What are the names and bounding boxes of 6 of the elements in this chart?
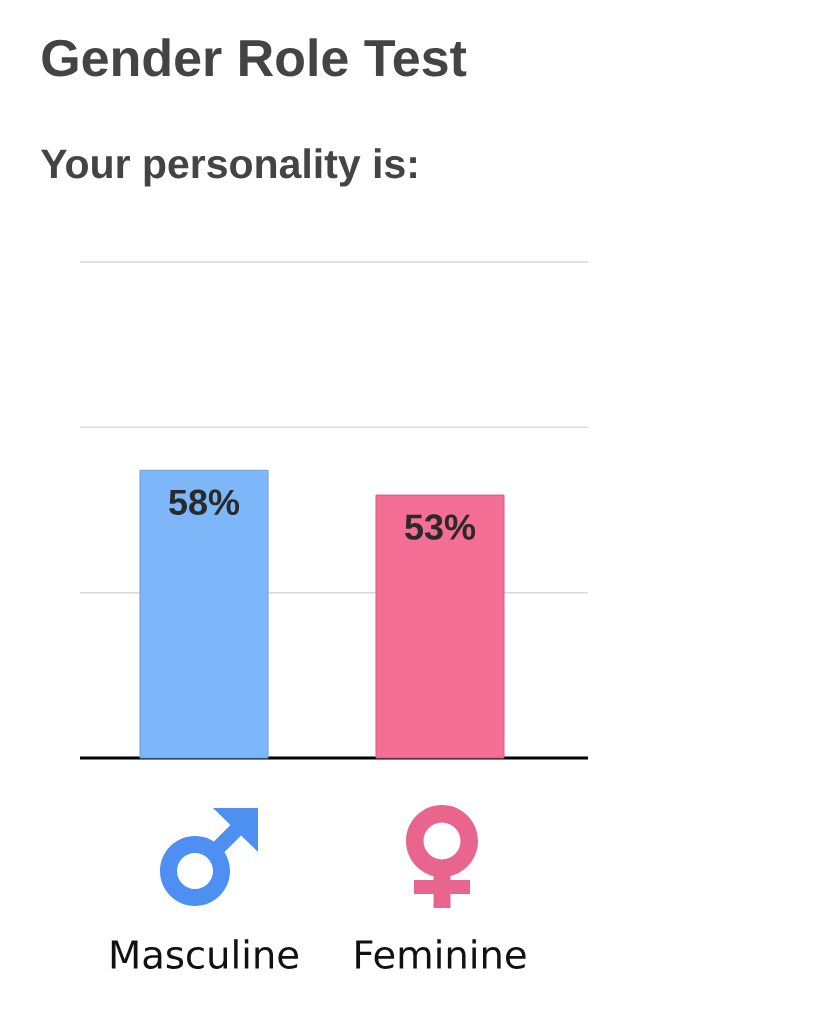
data-label: 53% (405, 514, 476, 540)
x-tick-label: Masculine (111, 939, 298, 969)
chart-subtitle: Your personality is: (40, 148, 416, 187)
chart-title: Gender Role Test (42, 38, 467, 77)
data-label: 58% (169, 489, 240, 516)
x-tick-label: Feminine (356, 939, 526, 969)
